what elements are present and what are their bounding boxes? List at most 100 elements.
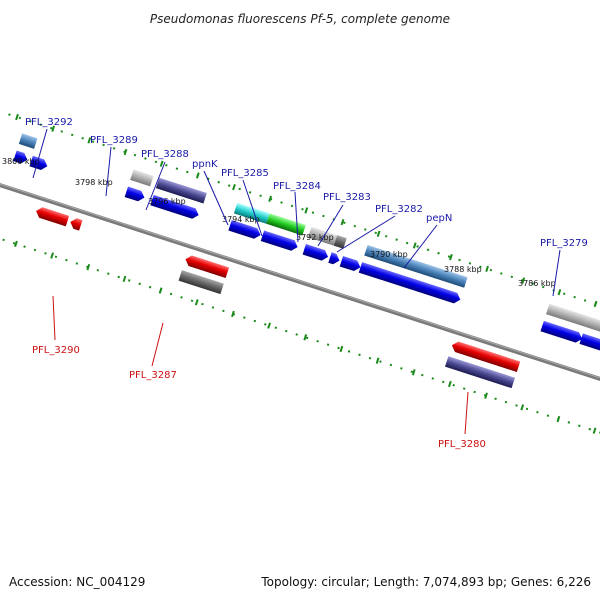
cds-pepn[interactable] [358,262,462,305]
gene-label-pfl3288[interactable]: PFL_3288 [141,149,189,160]
feature-pfl3285-product[interactable] [266,213,306,236]
major-tick [195,172,200,179]
tick-dot [248,191,252,194]
cds-pfl3292[interactable] [13,150,29,165]
cds-pfl3279[interactable] [540,320,583,344]
tick-dot [531,282,535,285]
tick-dot [50,126,53,130]
gene-label-pfl3292[interactable]: PFL_3292 [25,117,73,128]
tick-dot [347,350,351,353]
tick-dot [238,187,241,191]
gene-label-pfl3285[interactable]: PFL_3285 [221,168,269,179]
gene-label-pfl3283[interactable]: PFL_3283 [323,192,371,203]
major-tick [340,218,345,226]
cds-pfl3280[interactable] [450,340,521,373]
tick-dot [165,164,168,167]
tick-dot [102,143,105,147]
gene-label-pfl3289[interactable]: PFL_3289 [90,135,138,146]
feature-pfl3284-product[interactable] [308,226,338,246]
cds-pfl3278[interactable] [579,333,600,356]
tick-dot [431,377,435,380]
major-tick [593,300,598,308]
tick-dot [284,329,288,333]
feature-pfl3289-product[interactable] [130,169,154,187]
feature-pfl3280-product[interactable] [444,356,515,389]
feature-pfl3288-product[interactable] [155,177,207,204]
tick-dot [489,268,493,272]
reverse-labels: PFL_3290 PFL_3287 PFL_3280 [32,345,486,450]
feature-pfl3292-product[interactable] [18,133,38,149]
major-tick [557,289,562,296]
major-tick [411,369,416,376]
tick-dot [169,292,173,296]
tick-dot [39,123,43,126]
cds-pfl3288[interactable] [150,194,200,221]
gene-label-pfl3284[interactable]: PFL_3284 [273,181,321,192]
tick-dot [588,427,592,431]
cds-pfl3282[interactable] [339,255,362,273]
major-tick [194,299,199,306]
tick-dot [337,346,340,350]
cds-pfl3290b[interactable] [69,217,83,231]
feature-pfl3287-product[interactable] [178,270,224,295]
major-tick [304,207,309,214]
major-tick [158,287,163,294]
tick-dot [70,133,74,137]
backbone-highlight [0,172,600,390]
tick-label: 3790 kbp [370,250,408,259]
tick-dot [243,316,246,319]
feature-ppnk-product[interactable] [233,202,270,224]
gene-label-pfl3280[interactable]: PFL_3280 [438,439,486,450]
cds-pfl3291[interactable] [29,155,49,172]
tick-dot [426,248,430,252]
tick-dot [510,275,514,279]
major-tick [376,230,381,237]
tick-dot [536,411,539,414]
tick-dot [201,302,204,306]
tick-dot [227,184,231,187]
major-tick [484,392,488,399]
major-tick [268,195,273,202]
accession-text: Accession: NC_004129 [9,575,145,589]
cds-ppnk[interactable] [228,220,262,240]
major-tick [303,334,308,341]
major-tick [122,275,127,283]
feature-pfl3283-product[interactable] [333,235,347,249]
tick-label: 3800 kbp [2,157,40,166]
tick-dot [23,245,26,248]
gene-label-pfl3279[interactable]: PFL_3279 [540,238,588,249]
tick-dot [368,356,372,360]
tick-dot [8,113,11,116]
tick-dot [138,282,141,286]
major-tick [375,357,380,364]
tick-dot [186,170,189,174]
tick-dot [364,228,367,231]
tick-dot [567,421,571,424]
tick-dot [479,265,482,268]
gene-label-pfl3282[interactable]: PFL_3282 [375,204,423,215]
gene-label-ppnk[interactable]: ppnK [192,159,218,170]
gene-label-pfl3287[interactable]: PFL_3287 [129,370,177,381]
tick-dot [395,238,398,241]
major-tick [15,113,19,121]
feature-pepn-product[interactable] [364,245,468,288]
cds-pfl3289[interactable] [124,186,146,203]
cds-pfl3283[interactable] [328,252,341,266]
cds-pfl3287[interactable] [184,254,230,278]
tick-dot [54,255,58,259]
tick-dot [217,180,221,184]
tick-dot [117,275,121,279]
cds-pfl3285[interactable] [260,230,300,252]
tick-labels: 3800 kbp 3798 kbp 3796 kbp 3794 kbp 3792… [2,157,556,288]
feature-pfl3279b-product[interactable] [585,316,600,340]
gene-label-pepn[interactable]: pepN [426,213,452,224]
tick-label: 3796 kbp [148,197,186,206]
tick-dot [452,383,455,387]
tick-dot [447,255,451,258]
backbone-line [0,172,600,392]
gene-label-pfl3290[interactable]: PFL_3290 [32,345,80,356]
cds-pfl3290[interactable] [34,206,70,227]
cds-pfl3284[interactable] [302,243,330,262]
feature-pfl3279-product[interactable] [546,303,589,327]
